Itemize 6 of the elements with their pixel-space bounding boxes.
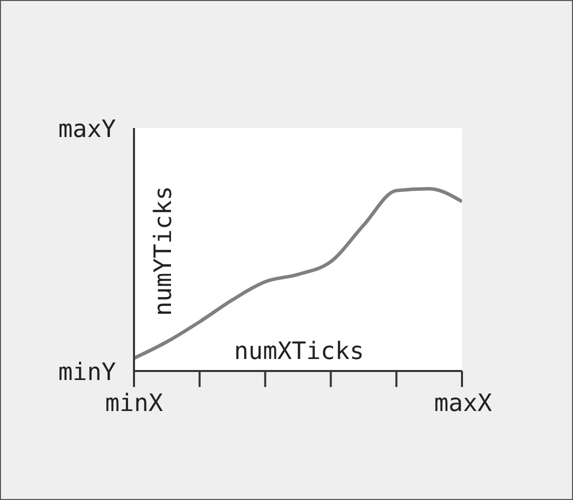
text: maxX — [434, 389, 492, 417]
annotation: numXTicks — [234, 337, 364, 365]
text: minX — [105, 389, 163, 417]
text: minY — [58, 358, 116, 386]
annotation: numYTicks — [149, 186, 177, 316]
text: maxY — [58, 115, 116, 143]
